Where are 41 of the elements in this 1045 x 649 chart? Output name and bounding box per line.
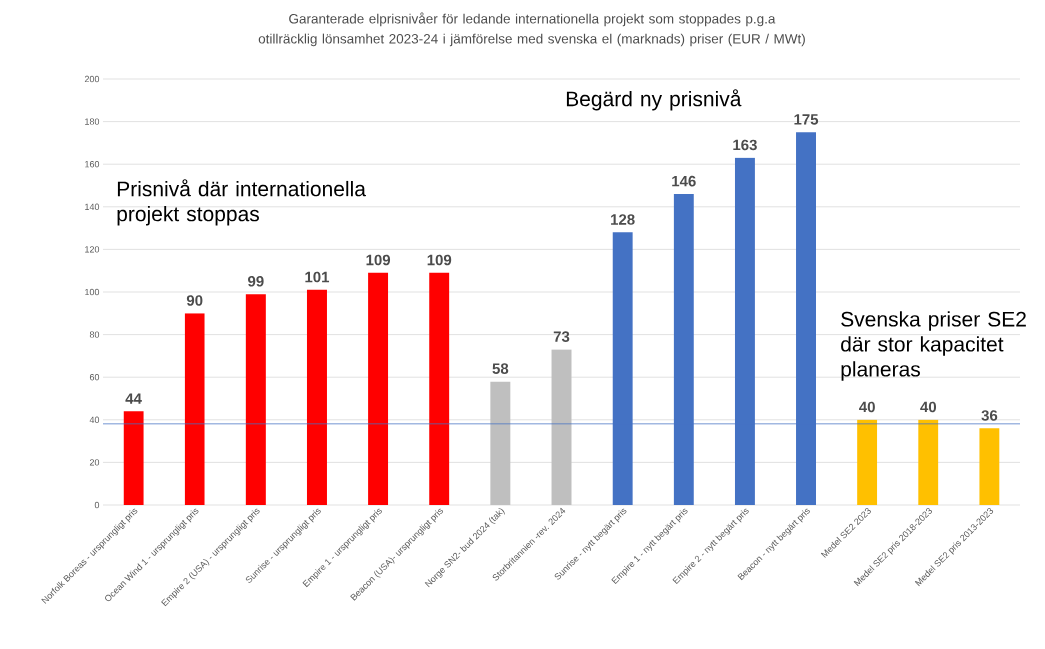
- y-tick-label: 20: [89, 459, 100, 466]
- annotation: Svenska priser SE2 där stor kapacitet planeras: [841, 311, 1026, 381]
- data-label: 163: [733, 139, 757, 151]
- y-tick-label: 180: [85, 118, 100, 125]
- y-tick-label: 200: [84, 75, 100, 83]
- data-label: 44: [125, 393, 142, 404]
- data-label: 99: [248, 275, 264, 287]
- data-label: 58: [492, 363, 509, 374]
- bar: [123, 411, 144, 505]
- data-label: 90: [186, 295, 203, 306]
- y-tick-label: 160: [85, 161, 100, 168]
- bar: [979, 428, 1000, 505]
- annotation: Prisnivå där internationella projekt stoppas: [117, 179, 366, 226]
- chart-title: Garanterade elprisnivåer för ledande internationella projekt som stoppades p.g.a otillräcklig lönsamhet 2023-24 i jämförelse med svenska el (marknads) priser (EUR / MWt): [258, 12, 805, 47]
- data-label: 109: [427, 254, 452, 266]
- bar: [368, 272, 389, 505]
- data-label: 109: [366, 254, 391, 266]
- bar: [245, 294, 266, 505]
- bar: [184, 313, 205, 505]
- y-tick-label: 80: [89, 331, 100, 338]
- bar: [490, 381, 511, 505]
- y-tick-label: 0: [94, 501, 100, 509]
- data-label: 101: [305, 271, 330, 283]
- data-label: 36: [981, 410, 998, 421]
- bar: [551, 349, 572, 505]
- annotation: Begärd ny prisnivå: [566, 89, 742, 111]
- data-label: 73: [553, 331, 570, 342]
- bar: [306, 289, 327, 505]
- bar: [429, 272, 450, 505]
- y-tick-label: 100: [85, 288, 100, 296]
- y-tick-label: 140: [85, 203, 100, 210]
- bar: [857, 419, 878, 505]
- data-label: 40: [920, 401, 937, 413]
- data-label: 175: [794, 114, 819, 125]
- data-label: 128: [611, 214, 635, 225]
- data-label: 40: [859, 401, 875, 413]
- bar: [918, 419, 939, 505]
- data-label: 146: [672, 175, 696, 187]
- y-tick-label: 60: [89, 374, 100, 381]
- y-tick-label: 120: [85, 246, 100, 253]
- y-tick-label: 40: [89, 416, 100, 423]
